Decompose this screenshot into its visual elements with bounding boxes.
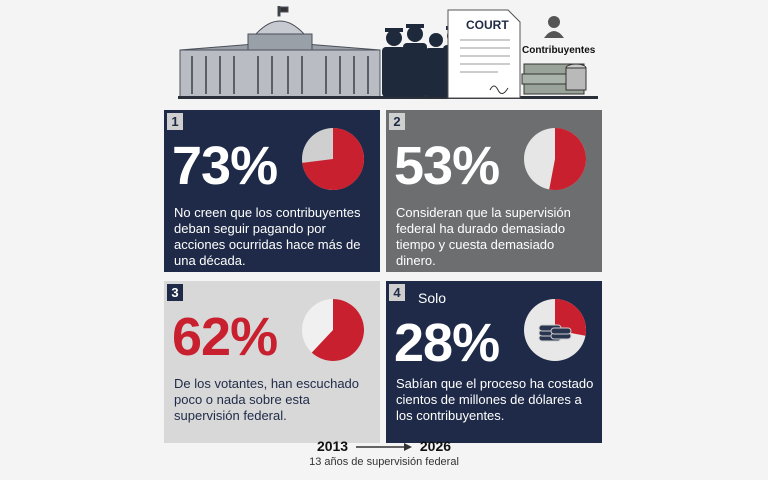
capitol-building-icon xyxy=(178,6,598,99)
stat-panel-2: 2 53% Consideran que la supervisión fede… xyxy=(386,110,602,272)
panel-description: Sabían que el proceso ha costado cientos… xyxy=(396,376,594,423)
timeline-years: 2013 2026 xyxy=(0,438,768,454)
year-end: 2026 xyxy=(419,438,452,454)
court-document-icon xyxy=(447,9,521,99)
panel-percent: 28% xyxy=(394,313,500,373)
stat-panel-3: 3 62% De los votantes, han escuchado poc… xyxy=(164,281,380,443)
panel-prefix: Solo xyxy=(418,290,447,306)
panel-number: 3 xyxy=(167,284,183,301)
stat-panel-4: 4 Solo 28% Sabían que el proceso ha cost… xyxy=(386,281,602,443)
pie-chart xyxy=(524,128,587,190)
stat-panel-1: 1 73% No creen que los contribuyentes de… xyxy=(164,110,380,272)
panel-description: Consideran que la supervisión federal ha… xyxy=(396,205,571,268)
court-label: COURT xyxy=(466,18,509,32)
pie-slice xyxy=(555,299,586,336)
year-start: 2013 xyxy=(316,438,349,454)
person-icon xyxy=(544,16,564,38)
arrow-right-icon xyxy=(356,443,412,452)
panel-number: 2 xyxy=(389,113,405,130)
panel-number: 4 xyxy=(389,284,405,301)
panel-description: De los votantes, han escuchado poco o na… xyxy=(174,376,360,423)
panel-percent: 62% xyxy=(172,307,278,367)
panel-percent: 53% xyxy=(394,136,500,196)
panel-percent: 73% xyxy=(172,136,278,196)
money-stack-icon xyxy=(521,63,587,95)
contribuyentes-label: Contribuyentes xyxy=(522,45,596,56)
pie-chart xyxy=(302,299,364,361)
panel-description: No creen que los contribuyentes deban se… xyxy=(174,205,361,268)
timeline-subtitle: 13 años de supervisión federal xyxy=(309,456,459,468)
pie-chart xyxy=(524,299,586,361)
panel-number: 1 xyxy=(167,113,183,130)
pie-slice xyxy=(311,299,364,361)
pie-slice xyxy=(549,128,587,190)
header-illustration: COURT Contribuyentes xyxy=(178,6,598,102)
pie-slice xyxy=(302,128,364,190)
coins-icon xyxy=(538,324,572,342)
pie-chart xyxy=(302,128,364,190)
